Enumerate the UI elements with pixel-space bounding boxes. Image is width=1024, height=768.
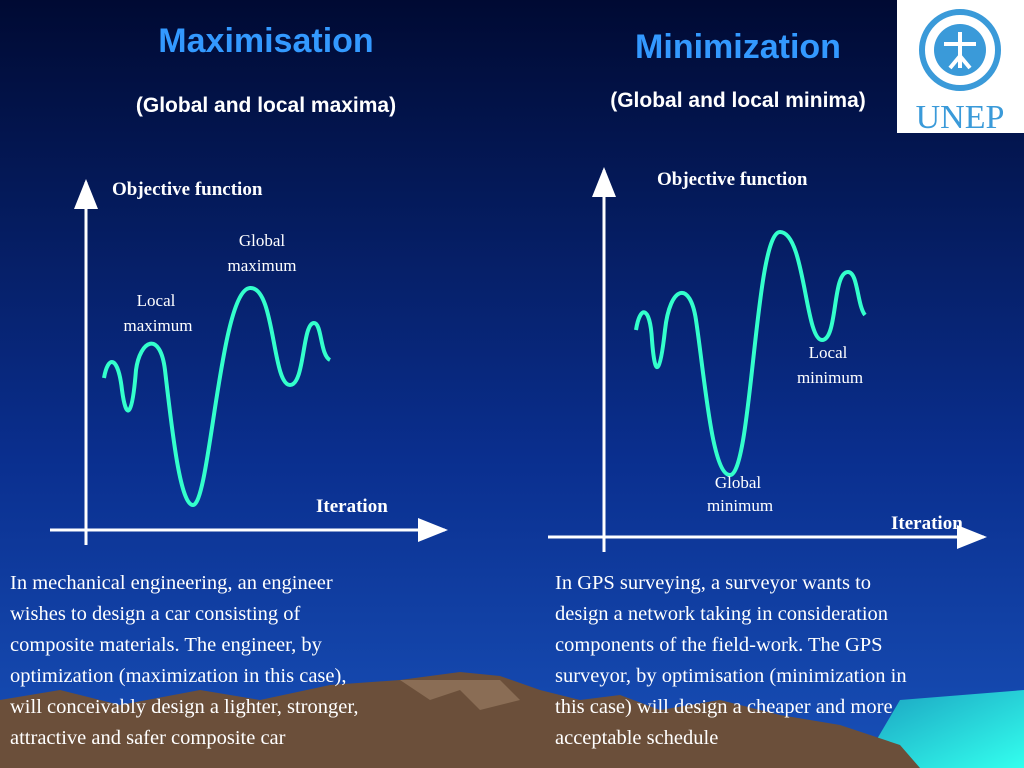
min-curve — [634, 229, 867, 478]
right-x-label: Iteration — [891, 513, 963, 534]
left-local-label: Local — [137, 291, 176, 310]
left-global-label: maximum — [228, 256, 297, 275]
body-line: acceptable schedule — [555, 727, 718, 749]
body-line: In GPS surveying, a surveyor wants to — [555, 572, 871, 594]
right-body: In GPS surveying, a surveyor wants to des… — [555, 572, 907, 749]
body-line: surveyor, by optimisation (minimization … — [555, 665, 907, 687]
logo-text: UNEP — [916, 99, 1005, 136]
body-line: optimization (maximization in this case)… — [10, 665, 346, 687]
right-global-label: minimum — [707, 496, 773, 515]
right-y-label: Objective function — [657, 169, 808, 190]
right-local-label: minimum — [797, 368, 863, 387]
body-line: this case) will design a cheaper and mor… — [555, 696, 893, 718]
logo-wreath — [919, 9, 1001, 91]
mountain-highlight — [400, 680, 520, 710]
body-line: will conceivably design a lighter, stron… — [10, 696, 358, 718]
right-title: Minimization — [635, 28, 841, 66]
max-curve — [102, 286, 332, 508]
left-x-label: Iteration — [316, 496, 388, 517]
mountains — [0, 672, 920, 768]
body-line: components of the field-work. The GPS — [555, 634, 883, 656]
body-line: composite materials. The engineer, by — [10, 634, 323, 656]
logo-figure — [944, 32, 976, 70]
left-subtitle: (Global and local maxima) — [136, 94, 396, 117]
left-title: Maximisation — [158, 22, 373, 60]
right-subtitle: (Global and local minima) — [610, 89, 866, 112]
right-local-label: Local — [809, 343, 848, 362]
left-y-label: Objective function — [112, 179, 263, 200]
left-body: In mechanical engineering, an engineer wi… — [10, 572, 358, 749]
left-global-label: Global — [239, 231, 286, 250]
body-line: wishes to design a car consisting of — [10, 603, 301, 625]
body-line: design a network taking in consideration — [555, 603, 888, 625]
right-global-label: Global — [715, 473, 762, 492]
body-line: In mechanical engineering, an engineer — [10, 572, 333, 594]
left-local-label: maximum — [124, 316, 193, 335]
body-line: attractive and safer composite car — [10, 727, 286, 749]
